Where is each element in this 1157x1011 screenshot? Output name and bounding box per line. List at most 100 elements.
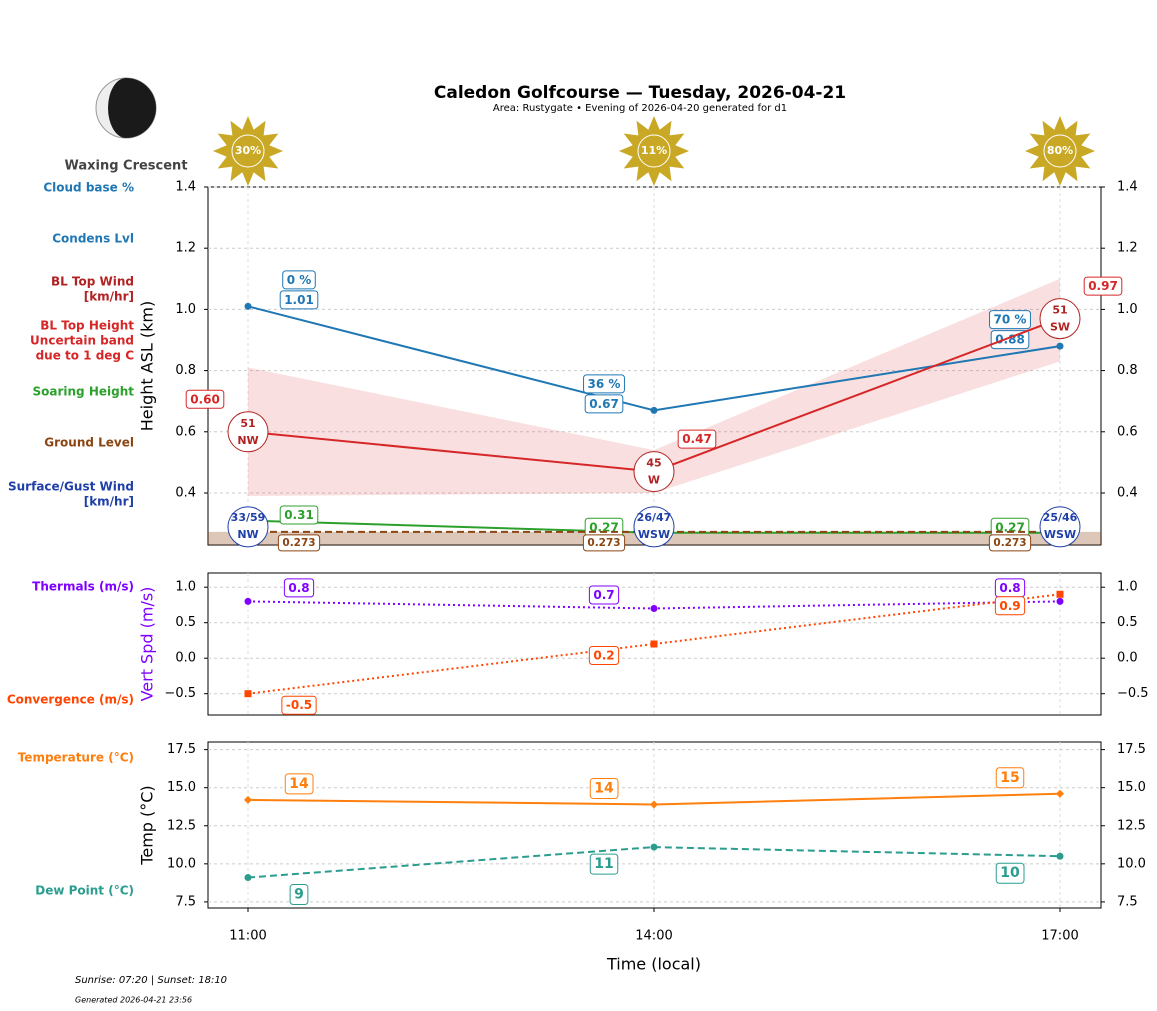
wind-speed: 26/47 [637,511,672,524]
y2-tick-label: 12.5 [1117,818,1146,833]
value-label-text: 0.8 [999,581,1020,595]
x-axis-label: Time (local) [606,955,701,974]
value-label-box [677,429,717,449]
value-label-box [582,534,626,552]
value-label: 0.27 [990,517,1030,537]
moon-phase: Waxing Crescent [64,159,187,174]
value-label-box [589,853,619,875]
wind-direction: WSW [638,528,670,541]
point [244,597,252,605]
value-label: 0.9 [994,596,1026,616]
y-tick-label: 0.4 [175,485,196,500]
value-label-text: 0.2 [593,649,614,663]
value-label-text: 0.273 [993,537,1026,549]
value-label-text: 10 [1000,865,1020,881]
value-label-box [277,534,321,552]
value-label-text: 0.273 [282,537,315,549]
value-label-text: 15 [1000,770,1019,786]
y2-tick-label: −0.5 [1117,686,1149,701]
wind-speed: 51 [1052,304,1067,317]
wind-direction: SW [1050,321,1070,334]
value-label-box [995,862,1025,884]
point [244,874,252,882]
sky-cover-label: 11% [641,144,667,157]
y-tick-label: 0.0 [175,651,196,666]
value-label-text: 11 [594,856,613,872]
wind-speed: 33/59 [231,511,266,524]
wind-direction: WSW [1044,528,1076,541]
y-tick-label: 15.0 [167,780,196,795]
value-label-box [995,767,1025,789]
value-label-box [185,389,225,409]
value-label-box [283,578,315,598]
value-label-text: 0.97 [1088,279,1118,293]
value-label: 0.273 [582,534,626,552]
value-label-text: 36 % [588,377,621,391]
value-label-text: 0.88 [995,333,1025,347]
value-label-box [994,596,1026,616]
sky-cover-label: 30% [235,144,261,157]
uncertainty-band [248,278,1060,497]
sun-disc [231,134,265,168]
y2-tick-label: 7.5 [1117,894,1138,909]
value-label-text: 0.67 [589,397,619,411]
value-label-box [583,374,625,394]
y2-tick-label: 0.0 [1117,651,1138,666]
value-label-box [584,394,624,414]
wind-circle [227,506,269,548]
legend-label: Thermals (m/s) [32,580,134,594]
legend-label: Surface/Gust Wind [8,480,134,494]
value-label-text: -0.5 [286,698,312,712]
y2-tick-label: 17.5 [1117,742,1146,757]
legend-label: Cloud base % [43,181,134,195]
legend-label: Temperature (°C) [18,751,134,765]
value-label: 0.2 [588,646,620,665]
chart-title: Caledon Golfcourse — Tuesday, 2026-04-21 [434,83,846,103]
point [244,690,252,698]
y-tick-label: 12.5 [167,818,196,833]
value-label: 14 [284,773,314,795]
y-tick-label: 0.6 [175,424,196,439]
y2-tick-label: 1.4 [1117,180,1138,195]
legend-label: Convergence (m/s) [7,693,134,707]
value-label: 0.273 [277,534,321,552]
x-tick-label: 11:00 [229,929,266,944]
value-label: 0.8 [994,578,1026,598]
point [650,843,658,851]
value-label-box [1083,276,1123,296]
value-label: 15 [995,767,1025,789]
value-label: -0.5 [281,695,317,715]
y2-tick-label: 0.8 [1117,363,1138,378]
legend-label: Uncertain band [30,334,134,348]
value-label-box [279,290,319,310]
point [244,795,252,804]
value-label-text: 0.27 [589,520,619,534]
value-label: 0.47 [677,429,717,449]
value-label: 0.60 [185,389,225,409]
value-label: 70 % [989,310,1031,330]
wind-circle [1039,298,1081,340]
value-label: 14 [589,777,619,799]
value-label-box [588,646,620,665]
value-label-text: 9 [294,887,304,903]
series-line [247,593,1061,695]
wind-circle [227,411,269,453]
value-label: 0 % [282,270,316,290]
point [1056,597,1064,605]
value-label: 0.8 [283,578,315,598]
point [1056,852,1064,860]
value-label-text: 0.31 [284,508,314,522]
value-label: 36 % [583,374,625,394]
legend-label: due to 1 deg C [36,349,135,363]
y2-tick-label: 1.0 [1117,302,1138,317]
wind-circle [633,506,675,548]
value-label-box [279,505,319,525]
point [650,605,658,612]
moon-shadow [108,78,156,138]
point [650,800,658,809]
wind-circle [633,451,675,493]
y2-tick-label: 1.0 [1117,580,1138,595]
y-axis-label: Temp (°C) [138,785,157,865]
y2-tick-label: 10.0 [1117,856,1146,871]
legend-label: Dew Point (°C) [35,884,134,898]
